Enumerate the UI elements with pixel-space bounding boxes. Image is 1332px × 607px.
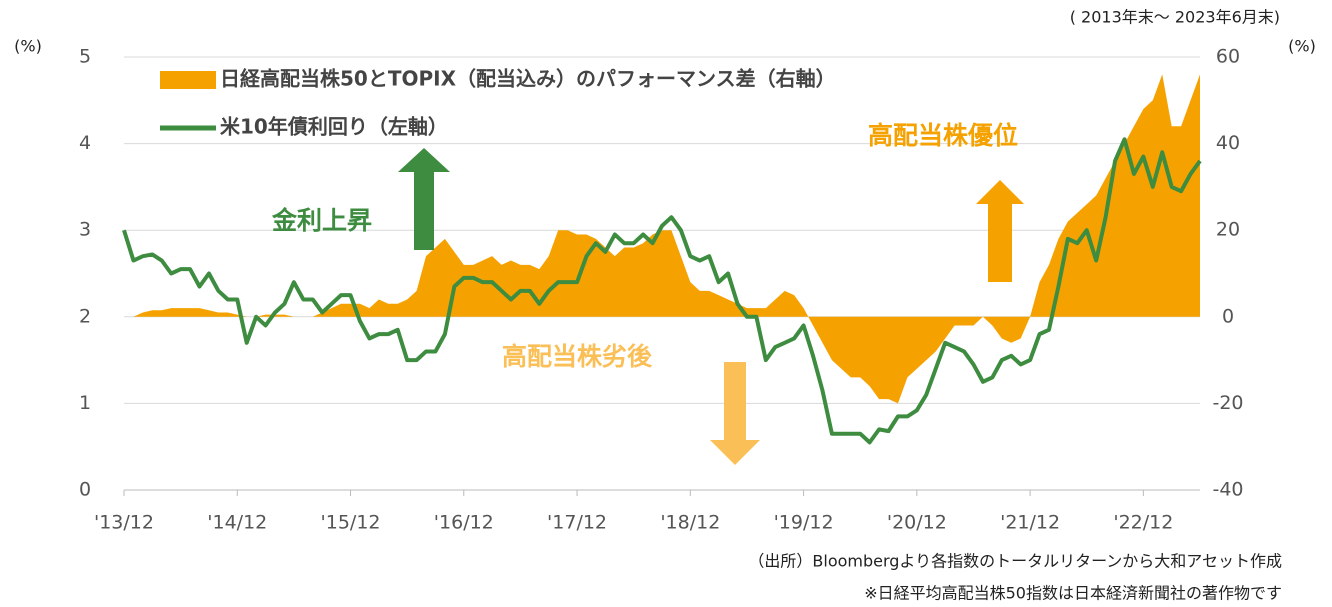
x-tick-label: '14/12 [207,512,267,534]
y-tick-label: 2 [79,305,91,327]
x-tick-label: '19/12 [774,512,834,534]
area [124,74,1200,404]
y2-tick-label: -40 [1212,479,1243,501]
legend-label: 日経高配当株50とTOPIX（配当込み）のパフォーマンス差（右軸） [220,67,836,91]
annotation: 高配当株優位 [868,121,1018,150]
line [122,137,1202,445]
y-tick-label: 0 [79,479,91,501]
y-tick-label: 4 [79,132,91,154]
y-unit: (%) [14,37,42,56]
legend-swatch [160,71,216,89]
y-tick-label: 3 [79,219,91,241]
annotation: 高配当株劣後 [502,342,653,371]
y2-tick-label: 40 [1216,132,1240,154]
y2-tick-label: 0 [1222,305,1234,327]
down-arrow [710,362,760,465]
legend-label: 米10年債利回り（左軸） [220,115,448,139]
x-tick-label: '22/12 [1113,512,1173,534]
y2-tick-label: -20 [1212,392,1243,414]
date-range: ( 2013年末～ 2023年6月末) [1070,8,1280,27]
y2-tick-label: 20 [1216,219,1240,241]
x-tick-label: '18/12 [660,512,720,534]
x-tick-label: '13/12 [94,512,154,534]
up-arrow [398,148,450,250]
footnote: （出所）Bloombergより各指数のトータルリターンから大和アセット作成 [748,552,1282,571]
annotation: 金利上昇 [271,206,372,235]
footnote: ※日経平均高配当株50指数は日本経済新聞社の著作物です [864,584,1282,603]
y-tick-label: 5 [79,46,91,68]
up-arrow [976,180,1024,282]
x-tick-label: '16/12 [434,512,494,534]
y2-tick-label: 60 [1216,46,1240,68]
plot-area: 0 1 2 3 4 5 -40 -20 0 20 40 60 '13/12 '14/12 '15/12 '16… [79,46,1244,534]
x-tick-label: '21/12 [1000,512,1060,534]
y-tick-label: 1 [79,392,91,414]
y2-unit: (%) [1288,37,1316,56]
x-tick-label: '17/12 [547,512,607,534]
x-tick-label: '20/12 [887,512,947,534]
x-tick-label: '15/12 [321,512,381,534]
